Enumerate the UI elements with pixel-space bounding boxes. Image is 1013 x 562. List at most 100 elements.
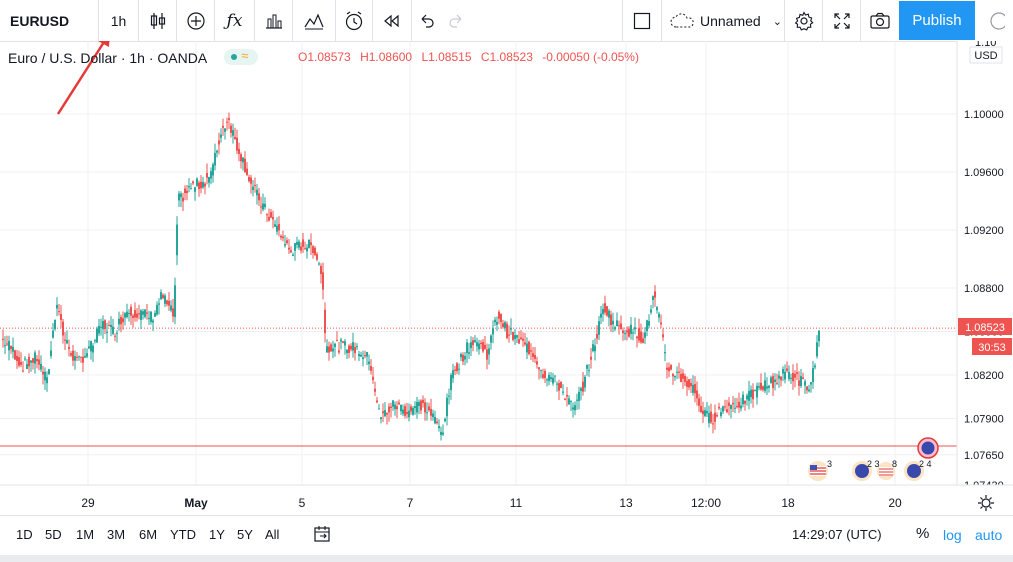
candles-icon[interactable] [139, 1, 176, 41]
price-chart[interactable]: 1.076501.079001.082001.085001.088001.092… [0, 41, 1013, 515]
settings-icon[interactable] [785, 1, 822, 41]
candle-body [500, 314, 502, 322]
candle-body [490, 335, 492, 343]
redo-icon[interactable] [442, 1, 470, 41]
interval-button[interactable]: 1h [110, 13, 127, 29]
candle-body [274, 224, 276, 227]
candle-body [472, 340, 474, 346]
publish-button[interactable]: Publish [899, 1, 975, 40]
candle-body [700, 405, 702, 413]
candle-body [748, 390, 750, 401]
percent-toggle[interactable]: % [916, 525, 930, 542]
candle-body [770, 377, 772, 383]
candle-body [594, 345, 596, 352]
candle-body [760, 382, 762, 390]
candle-body [308, 239, 310, 248]
candle-body [376, 400, 378, 403]
range-6m[interactable]: 6M [139, 527, 158, 542]
indicators-icon[interactable]: ƒx [226, 11, 243, 31]
layout-menu[interactable]: Unnamed ⌄ [662, 1, 784, 41]
candle-body [548, 374, 550, 381]
candle-body [348, 345, 350, 354]
range-5d[interactable]: 5D [45, 527, 62, 542]
eu-event-flag-icon-2[interactable] [904, 437, 939, 481]
candle-body [566, 394, 568, 397]
candle-body [708, 413, 710, 424]
candle-body [438, 426, 440, 429]
log-toggle[interactable]: log [943, 527, 962, 543]
axis-settings-icon[interactable] [978, 495, 994, 511]
high-value: H1.08600 [360, 50, 413, 64]
candle-body [38, 359, 40, 365]
candle-body [480, 342, 482, 345]
account-icon[interactable] [976, 1, 1013, 41]
candle-body [494, 319, 496, 323]
candle-body [254, 185, 256, 187]
last-price-badge [958, 318, 1012, 335]
range-1y[interactable]: 1Y [209, 527, 225, 542]
candle-body [432, 413, 434, 418]
financials-icon[interactable] [255, 1, 292, 41]
candle-body [114, 335, 116, 337]
fullscreen-icon[interactable] [823, 1, 860, 41]
alert-icon[interactable] [336, 1, 372, 41]
candle-body [632, 332, 634, 334]
candle-body [774, 379, 776, 382]
candle-body [758, 386, 760, 388]
candle-body [808, 389, 810, 392]
range-all[interactable]: All [265, 527, 280, 542]
candle-body [784, 371, 786, 380]
candle-body [732, 402, 734, 405]
eu-event-flag-icon[interactable] [852, 461, 895, 481]
candle-body [434, 416, 436, 424]
candle-body [188, 185, 190, 188]
candle-body [638, 328, 640, 341]
symbol-search[interactable]: EURUSD [10, 13, 70, 29]
open-value: O1.08573 [298, 50, 351, 64]
candle-body [372, 376, 374, 381]
candle-body [584, 376, 586, 388]
candle-body [598, 321, 600, 335]
replay-icon[interactable] [373, 1, 411, 41]
camera-icon[interactable] [861, 1, 898, 41]
candle-body [214, 153, 216, 166]
candle-body [726, 409, 728, 413]
undo-icon[interactable] [413, 1, 441, 41]
candle-body [728, 402, 730, 406]
range-5y[interactable]: 5Y [237, 527, 253, 542]
goto-date-icon[interactable] [313, 525, 331, 548]
candle-body [204, 183, 206, 187]
templates-icon[interactable] [293, 1, 335, 41]
candle-body [790, 377, 792, 379]
candle-body [314, 247, 316, 256]
auto-toggle[interactable]: auto [975, 527, 1003, 543]
fullscreen-box-icon[interactable] [623, 1, 661, 41]
candle-body [670, 365, 672, 370]
candle-body [28, 356, 30, 367]
candle-body [250, 177, 252, 184]
range-1m[interactable]: 1M [76, 527, 95, 542]
time-tick-label: 5 [299, 496, 306, 510]
candle-body [146, 312, 148, 314]
candle-body [160, 292, 162, 300]
candle-body [94, 340, 96, 342]
candle-body [72, 350, 74, 361]
candle-body [294, 243, 296, 251]
candle-body [540, 369, 542, 371]
candle-body [560, 381, 562, 388]
candle-body [744, 400, 746, 404]
candle-body [424, 402, 426, 413]
time-tick-label: May [184, 496, 208, 510]
range-3m[interactable]: 3M [107, 527, 126, 542]
candle-body [768, 385, 770, 388]
eu-event-counts: 2 3 [867, 459, 880, 469]
candle-body [706, 411, 708, 414]
us-event-flag-icon[interactable] [808, 461, 828, 481]
range-1d[interactable]: 1D [16, 527, 33, 542]
compare-icon[interactable] [177, 1, 214, 41]
candle-body [328, 346, 330, 353]
range-ytd[interactable]: YTD [170, 527, 196, 542]
candle-body [368, 361, 370, 365]
candle-body [536, 361, 538, 365]
candle-body [794, 373, 796, 378]
